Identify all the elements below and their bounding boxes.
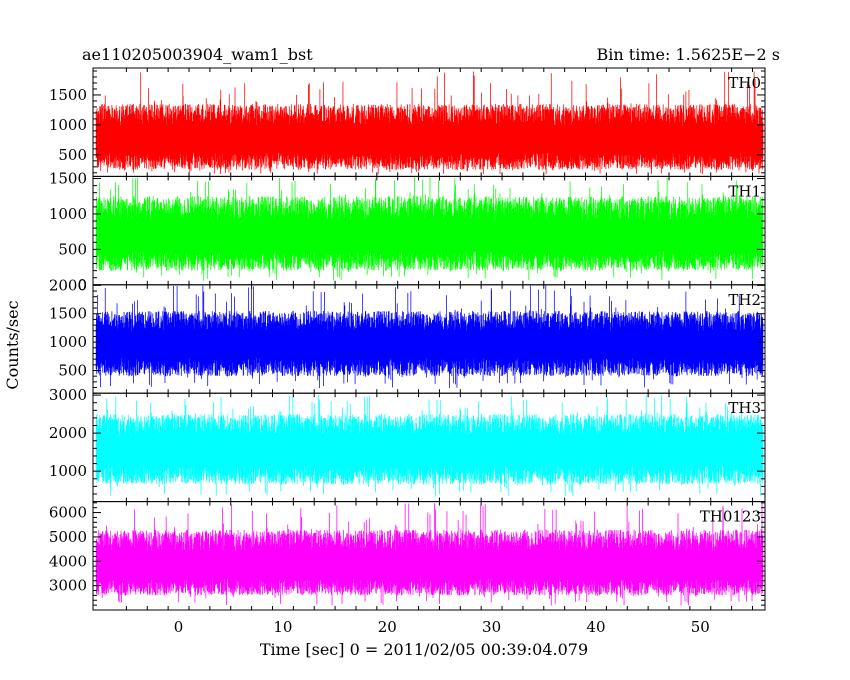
y-tick-label: 2000: [49, 276, 87, 294]
panel-th2: 500 1000 1500 2000 TH2: [49, 276, 766, 394]
x-axis-label: Time [sec] 0 = 2011/02/05 00:39:04.079: [260, 640, 588, 659]
x-axis: 0 10 20 30 40 50: [174, 618, 710, 636]
left-title: ae110205003904_wam1_bst: [82, 45, 313, 64]
panel-label: TH1: [728, 182, 761, 200]
y-tick-label: 1000: [49, 333, 87, 351]
x-tick-label: 20: [378, 618, 397, 636]
y-tick-label: 500: [58, 146, 87, 164]
x-tick-label: 40: [586, 618, 605, 636]
panel-label: TH0123: [700, 508, 761, 526]
y-tick-label: 0: [77, 276, 87, 294]
y-tick-label: 1500: [49, 86, 87, 104]
panel-th3: 1000 2000 3000 TH3: [49, 386, 766, 503]
x-tick-label: 0: [174, 618, 184, 636]
y-tick-label: 3000: [49, 386, 87, 404]
y-axis-label: Counts/sec: [3, 300, 22, 389]
x-tick-label: 30: [482, 618, 501, 636]
panel-label: TH2: [728, 291, 761, 309]
x-tick-label: 10: [273, 618, 292, 636]
y-tick-label: 1000: [49, 205, 87, 223]
y-tick-label: 1500: [49, 305, 87, 323]
y-tick-label: 6000: [49, 504, 87, 522]
series-th2: [95, 285, 764, 388]
series-th0: [95, 71, 764, 175]
panel-th1: 0 500 1000 1500 TH1: [49, 170, 766, 294]
x-tick-label: 50: [691, 618, 710, 636]
y-tick-label: 1500: [49, 170, 87, 188]
y-tick-label: 1000: [49, 116, 87, 134]
y-tick-label: 5000: [49, 528, 87, 546]
panel-th0123: 3000 4000 5000 6000 TH0123: [49, 501, 766, 611]
y-tick-label: 2000: [49, 424, 87, 442]
panels-group: 500 1000 1500 TH0 0 500 1000 1500 TH1 500 1000 1500…: [49, 67, 766, 611]
series-th3: [95, 395, 764, 497]
series-th0123: [95, 503, 764, 606]
panel-frame: [92, 501, 766, 611]
y-tick-label: 500: [58, 361, 87, 379]
panel-label: TH3: [728, 399, 761, 417]
y-tick-label: 4000: [49, 552, 87, 570]
y-tick-label: 500: [58, 240, 87, 258]
y-tick-label: 1000: [49, 462, 87, 480]
right-title: Bin time: 1.5625E−2 s: [597, 45, 780, 64]
y-tick-label: 3000: [49, 577, 87, 595]
panel-th0: 500 1000 1500 TH0: [49, 67, 766, 177]
panel-label: TH0: [728, 74, 761, 92]
series-th1: [95, 176, 764, 281]
